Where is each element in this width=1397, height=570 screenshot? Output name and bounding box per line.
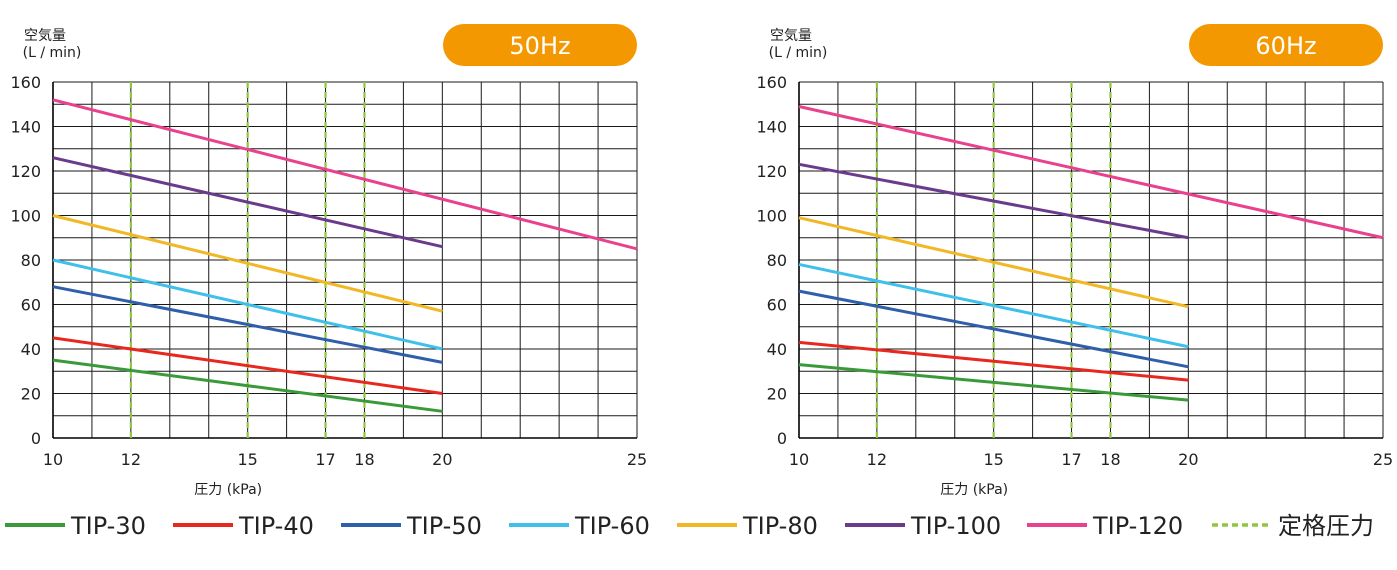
y-tick-label: 100 [756,207,787,226]
y-tick-label: 80 [767,251,787,270]
frequency-badge [1189,24,1383,66]
x-tick-label: 17 [1061,450,1081,469]
legend-label: TIP-120 [1092,512,1183,540]
y-axis-unit: (L / min) [23,45,82,61]
x-tick-label: 12 [867,450,887,469]
y-tick-label: 60 [21,296,41,315]
grid [52,81,638,439]
x-axis-label: 圧力 (kPa) [194,482,262,498]
legend-label: 定格圧力 [1278,512,1374,540]
x-tick-label: 18 [354,450,374,469]
x-tick-label: 25 [1373,450,1393,469]
legend-item-rated: 定格圧力 [1212,512,1374,540]
legend-item-TIP-60: TIP-60 [509,512,650,540]
series-line-TIP-30 [798,363,1189,402]
y-tick-label: 160 [756,73,787,92]
legend: TIP-30 TIP-40 TIP-50 TIP-60 TIP-80 TIP-100 TIP… [5,512,1374,540]
series-line-TIP-100 [52,156,443,249]
x-tick-label: 20 [1178,450,1198,469]
legend-item-TIP-80: TIP-80 [677,512,818,540]
chart-panel-60Hz: 0 20 40 60 80 100 120 140 160 10 12 15 17 18 20 25 空気量(L… [756,24,1393,498]
y-tick-label: 120 [756,162,787,181]
grid [798,81,1384,439]
legend-item-TIP-100: TIP-100 [845,512,1001,540]
series-line-TIP-120 [52,98,638,251]
x-tick-label: 12 [121,450,141,469]
x-tick-label: 15 [237,450,257,469]
legend-item-TIP-50: TIP-50 [341,512,482,540]
series-line-TIP-30 [52,358,443,413]
y-axis-label: 空気量 [24,28,66,44]
series-line-TIP-60 [52,258,443,351]
legend-label: TIP-60 [574,512,650,540]
frequency-badge [443,24,637,66]
x-tick-label: 10 [789,450,809,469]
frequency-badge-label: 60Hz [1255,32,1316,60]
x-axis-label: 圧力 (kPa) [940,482,1008,498]
legend-label: TIP-100 [910,512,1001,540]
y-axis-label: 空気量 [770,28,812,44]
x-tick-label: 25 [627,450,647,469]
x-tick-label: 20 [432,450,452,469]
y-tick-label: 20 [767,385,787,404]
y-tick-label: 140 [756,118,787,137]
legend-label: TIP-50 [406,512,482,540]
y-tick-label: 80 [21,251,41,270]
legend-label: TIP-80 [742,512,818,540]
legend-item-TIP-30: TIP-30 [5,512,146,540]
frequency-badge-label: 50Hz [509,32,570,60]
x-tick-label: 10 [43,450,63,469]
series-line-TIP-40 [798,340,1189,382]
series-line-TIP-80 [798,216,1189,309]
x-tick-label: 17 [315,450,335,469]
x-tick-label: 18 [1100,450,1120,469]
y-tick-label: 0 [777,429,787,448]
legend-label: TIP-40 [238,512,314,540]
series-line-TIP-120 [798,105,1384,240]
legend-item-TIP-120: TIP-120 [1027,512,1183,540]
y-tick-label: 160 [10,73,41,92]
legend-item-TIP-40: TIP-40 [173,512,314,540]
y-tick-label: 100 [10,207,41,226]
series-line-TIP-50 [52,285,443,364]
y-tick-label: 140 [10,118,41,137]
y-tick-label: 40 [21,340,41,359]
series-line-TIP-60 [798,262,1189,349]
y-tick-label: 60 [767,296,787,315]
legend-label: TIP-30 [70,512,146,540]
series-line-TIP-50 [798,289,1189,369]
y-axis-unit: (L / min) [769,45,828,61]
series-line-TIP-80 [52,214,443,313]
y-tick-label: 120 [10,162,41,181]
y-tick-label: 0 [31,429,41,448]
series-line-TIP-40 [52,336,443,395]
chart-panel-50Hz: 0 20 40 60 80 100 120 140 160 10 12 15 17 18 20 25 空気量(L… [10,24,647,498]
y-tick-label: 20 [21,385,41,404]
y-tick-label: 40 [767,340,787,359]
x-tick-label: 15 [983,450,1003,469]
series-line-TIP-100 [798,162,1189,240]
